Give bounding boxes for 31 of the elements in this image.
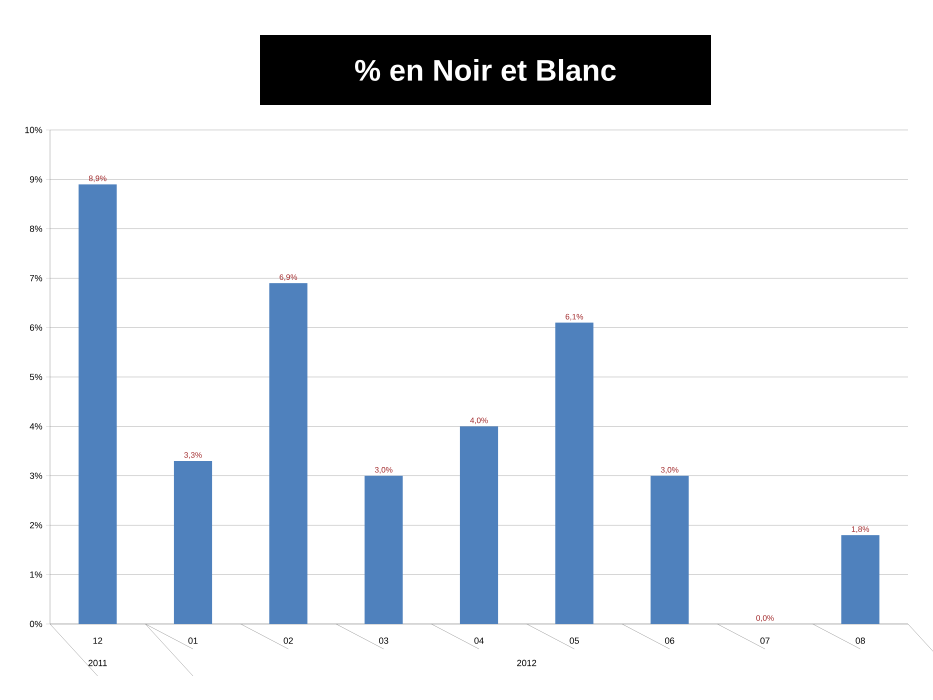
bar	[364, 476, 403, 624]
bar	[650, 476, 689, 624]
y-tick-label: 1%	[30, 571, 42, 578]
x-tick-label: 06	[665, 638, 674, 644]
x-tick-label: 07	[760, 638, 770, 644]
x-tick-label: 03	[379, 638, 388, 644]
x-tick-label: 12	[93, 638, 102, 644]
y-tick-label: 3%	[30, 472, 42, 479]
bar	[174, 460, 212, 624]
x-tick-label: 04	[474, 638, 484, 644]
bar	[460, 426, 498, 624]
bar	[841, 535, 880, 624]
y-tick-label: 2%	[30, 522, 42, 528]
y-tick-label: 9%	[30, 176, 42, 183]
x-tick-label: 01	[188, 638, 198, 644]
y-tick-label: 4%	[30, 423, 42, 430]
text: 2012	[517, 660, 536, 666]
y-tick-label: 8%	[30, 226, 42, 232]
y-tick-label: 10%	[25, 126, 42, 134]
y-tick-label: 6%	[30, 324, 42, 331]
bar	[78, 184, 117, 624]
y-tick-label: 7%	[30, 275, 42, 282]
bar	[555, 322, 594, 624]
x-tick-label: 05	[570, 638, 579, 644]
y-tick-label: 0%	[30, 620, 42, 628]
y-tick-label: 5%	[30, 374, 42, 380]
chart-title: % en Noir et Blanc	[355, 59, 616, 81]
text: 2011	[88, 660, 107, 666]
x-tick-label: 08	[856, 638, 865, 644]
x-tick-label: 02	[284, 638, 293, 644]
bar	[269, 283, 308, 624]
